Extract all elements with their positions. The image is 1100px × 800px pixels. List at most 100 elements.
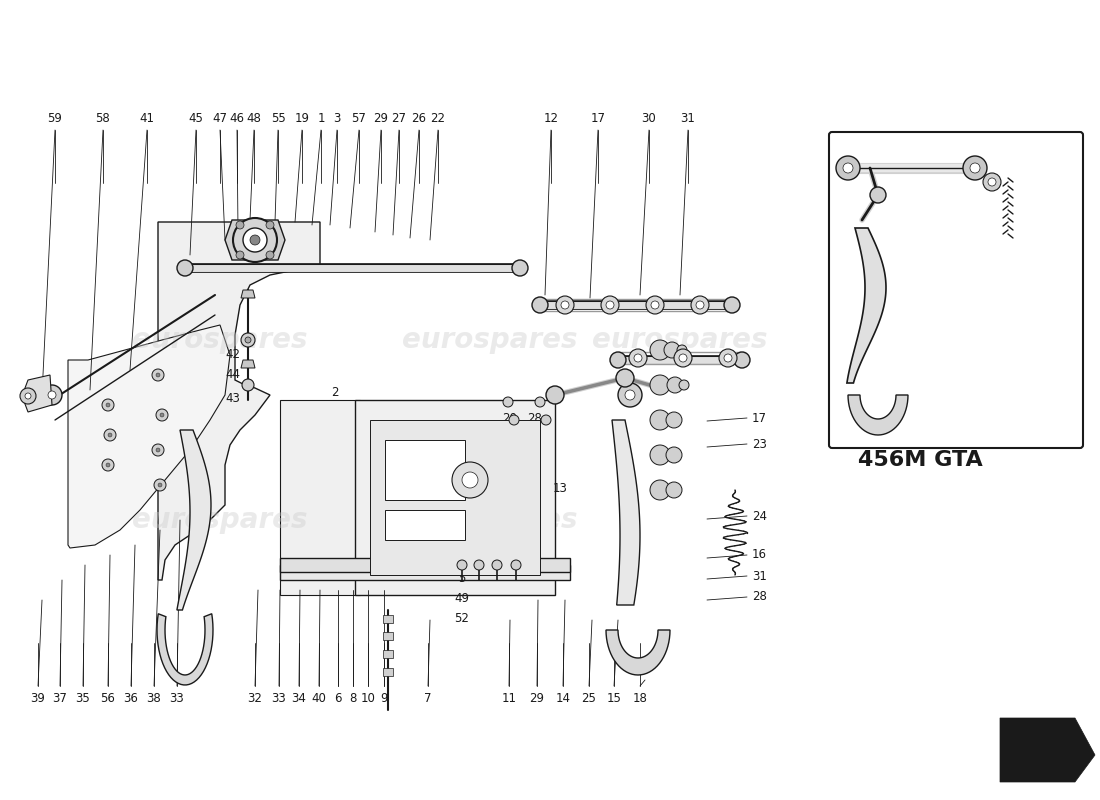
Text: 52: 52: [454, 611, 470, 625]
Circle shape: [106, 463, 110, 467]
Circle shape: [250, 235, 260, 245]
Circle shape: [666, 447, 682, 463]
Polygon shape: [606, 630, 670, 675]
Circle shape: [102, 459, 114, 471]
Polygon shape: [280, 565, 570, 580]
Polygon shape: [226, 220, 285, 260]
Text: 11: 11: [502, 691, 517, 705]
Circle shape: [452, 462, 488, 498]
Text: 21: 21: [503, 434, 517, 446]
Text: eurospares: eurospares: [403, 326, 578, 354]
Polygon shape: [383, 632, 393, 640]
Circle shape: [154, 479, 166, 491]
Text: 17: 17: [591, 111, 605, 125]
Circle shape: [870, 187, 886, 203]
Circle shape: [691, 296, 710, 314]
Text: 29: 29: [374, 111, 388, 125]
Text: 33: 33: [272, 691, 286, 705]
Circle shape: [266, 251, 274, 259]
Text: 48: 48: [246, 111, 262, 125]
Circle shape: [42, 385, 62, 405]
Circle shape: [634, 354, 642, 362]
Circle shape: [25, 393, 31, 399]
Text: 34: 34: [292, 691, 307, 705]
Text: 46: 46: [230, 111, 244, 125]
Text: 8: 8: [350, 691, 356, 705]
Text: 44: 44: [226, 369, 241, 382]
Text: 22: 22: [840, 142, 856, 154]
Circle shape: [20, 388, 36, 404]
Polygon shape: [177, 430, 211, 610]
Text: 10: 10: [361, 691, 375, 705]
Text: 16: 16: [752, 549, 767, 562]
Text: 41: 41: [140, 111, 154, 125]
Circle shape: [492, 560, 502, 570]
Circle shape: [650, 445, 670, 465]
Circle shape: [970, 163, 980, 173]
Circle shape: [664, 342, 680, 358]
Text: 42: 42: [226, 349, 241, 362]
Text: 25: 25: [582, 691, 596, 705]
Circle shape: [983, 173, 1001, 191]
Text: 27: 27: [613, 426, 627, 438]
Text: 29: 29: [529, 691, 544, 705]
Bar: [370, 420, 540, 575]
Circle shape: [266, 221, 274, 229]
Text: 17: 17: [752, 411, 767, 425]
FancyBboxPatch shape: [829, 132, 1084, 448]
Text: 28: 28: [752, 590, 767, 603]
Text: 57: 57: [352, 111, 366, 125]
Circle shape: [546, 386, 564, 404]
Circle shape: [152, 369, 164, 381]
Text: 47: 47: [212, 111, 228, 125]
Circle shape: [667, 377, 683, 393]
Text: 22: 22: [430, 111, 446, 125]
Text: 51: 51: [512, 551, 527, 565]
Circle shape: [666, 412, 682, 428]
Text: 18: 18: [632, 691, 648, 705]
Circle shape: [676, 345, 688, 355]
Text: 30: 30: [641, 111, 657, 125]
Circle shape: [843, 163, 852, 173]
Circle shape: [462, 472, 478, 488]
Circle shape: [233, 218, 277, 262]
Circle shape: [535, 397, 544, 407]
Circle shape: [606, 301, 614, 309]
Text: 15: 15: [606, 691, 621, 705]
Circle shape: [156, 409, 168, 421]
Polygon shape: [280, 558, 570, 572]
Text: 14: 14: [556, 691, 571, 705]
Text: 2: 2: [331, 386, 339, 398]
Text: 49: 49: [472, 551, 486, 565]
Circle shape: [156, 448, 160, 452]
Text: 53: 53: [872, 375, 888, 389]
Text: 45: 45: [188, 111, 204, 125]
Text: eurospares: eurospares: [592, 326, 768, 354]
Circle shape: [651, 301, 659, 309]
Text: 13: 13: [552, 482, 568, 494]
Text: 24: 24: [752, 510, 767, 522]
Text: 36: 36: [123, 691, 139, 705]
Text: 9: 9: [381, 691, 387, 705]
Polygon shape: [280, 400, 360, 595]
Text: 49: 49: [454, 591, 470, 605]
Polygon shape: [848, 395, 908, 435]
Polygon shape: [847, 228, 886, 383]
Circle shape: [650, 480, 670, 500]
Circle shape: [724, 354, 732, 362]
Polygon shape: [612, 420, 640, 605]
Polygon shape: [383, 650, 393, 658]
Polygon shape: [157, 614, 213, 685]
Circle shape: [601, 296, 619, 314]
Circle shape: [541, 415, 551, 425]
Text: 32: 32: [248, 691, 263, 705]
Text: 38: 38: [146, 691, 162, 705]
Text: 27: 27: [392, 111, 407, 125]
Text: 19: 19: [295, 111, 309, 125]
Polygon shape: [1000, 718, 1094, 782]
Circle shape: [629, 349, 647, 367]
Circle shape: [724, 297, 740, 313]
Text: 12: 12: [869, 142, 883, 154]
Circle shape: [734, 352, 750, 368]
Text: eurospares: eurospares: [132, 506, 308, 534]
